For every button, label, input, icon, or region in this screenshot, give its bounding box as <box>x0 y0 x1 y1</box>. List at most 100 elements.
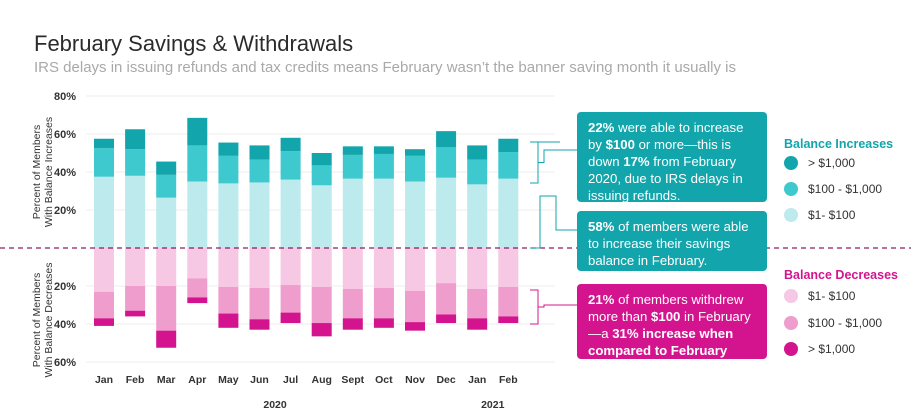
bar-decrease-segment <box>187 248 208 279</box>
bar-increase-segment <box>436 147 457 178</box>
legend-label: > $1,000 <box>808 342 856 356</box>
bar-decrease-segment <box>405 290 425 323</box>
bar-decrease-segment <box>405 248 425 291</box>
y-tick-label-top: 80% <box>54 91 76 103</box>
x-tick-label: Jul <box>283 374 298 386</box>
bar-decrease-segment <box>94 248 114 292</box>
bar-increase-segment <box>94 176 114 248</box>
bar-decrease-segment <box>498 286 519 317</box>
x-tick-label: Feb <box>499 374 518 386</box>
bar-decrease-segment <box>342 288 363 319</box>
bar-increase-segment <box>467 159 488 185</box>
legend-decreases-title: Balance Decreases <box>784 268 898 282</box>
x-tick-label: Sept <box>341 374 364 386</box>
x-tick-label: Jan <box>95 374 113 386</box>
y-tick-label-top: 40% <box>54 167 76 179</box>
legend-label: $100 - $1,000 <box>808 182 883 196</box>
bracket-top <box>530 141 539 184</box>
bar-increase-segment <box>94 148 114 177</box>
bar-increase-segment <box>218 183 239 248</box>
bar-decrease-segment <box>280 285 301 313</box>
callout-bottom-stat-3: 31% increase when compared to February 2… <box>588 326 734 375</box>
legend-increases-item-high: > $1,000 <box>784 156 855 170</box>
legend-label: $100 - $1,000 <box>808 316 883 330</box>
y-tick-label-bottom: 60% <box>54 357 76 369</box>
legend-swatch-dec-mid <box>784 316 798 330</box>
bar-decrease-segment <box>218 248 239 287</box>
bar-decrease-segment <box>311 248 332 287</box>
bar-increase-segment <box>187 117 208 146</box>
bar-increase-segment <box>249 145 270 160</box>
bar-increase-segment <box>218 142 239 156</box>
x-tick-label: May <box>218 374 239 386</box>
x-tick-label: Nov <box>405 374 425 386</box>
bar-increase-segment <box>342 154 363 179</box>
bar-decrease-segment <box>280 312 301 324</box>
x-tick-label: Apr <box>188 374 206 386</box>
bar-increase-segment <box>405 181 425 248</box>
bar-increase-segment <box>125 149 146 176</box>
bar-increase-segment <box>125 129 146 150</box>
bracket-bottom-connector <box>538 304 577 308</box>
bar-decrease-segment <box>373 318 394 328</box>
legend-swatch-inc-low <box>784 208 798 222</box>
y-tick-label-bottom: 40% <box>54 319 76 331</box>
legend-decreases-item-low: $1- $100 <box>784 289 855 303</box>
callout-middle: 58% of members were able to increase the… <box>577 211 767 271</box>
legend-label: $1- $100 <box>808 289 856 303</box>
bracket-middle <box>530 141 577 249</box>
bar-increase-segment <box>156 174 177 198</box>
callout-bottom-text-1: of members withdrew more than <box>588 292 744 324</box>
y-axis-title-bottom-line1: Percent of Members <box>31 273 43 368</box>
bar-increase-segment <box>218 155 239 184</box>
bar-increase-segment <box>156 161 177 175</box>
chart-title: February Savings & Withdrawals <box>34 31 354 56</box>
callout-top: 22% were able to increase by $100 or mor… <box>577 112 767 203</box>
bar-increase-segment <box>373 178 394 248</box>
bar-decrease-segment <box>467 318 488 330</box>
legend-increases-item-mid: $100 - $1,000 <box>784 182 882 196</box>
bar-increase-segment <box>187 181 208 248</box>
bracket-top-connector <box>538 149 577 163</box>
bar-decrease-segment <box>373 287 394 319</box>
bar-increase-segment <box>311 153 332 166</box>
x-tick-label: Mar <box>157 374 176 386</box>
callout-middle-text: of members were able to increase their s… <box>588 219 749 268</box>
chart-subtitle: IRS delays in issuing refunds and tax cr… <box>34 59 737 76</box>
bar-decrease-segment <box>405 322 425 331</box>
legend-swatch-inc-mid <box>784 182 798 196</box>
bar-increase-segment <box>311 165 332 186</box>
x-tick-label: Feb <box>126 374 145 386</box>
bar-decrease-segment <box>249 287 270 320</box>
callout-middle-stat: 58% <box>588 219 615 234</box>
bar-increase-segment <box>342 178 363 248</box>
bar-decrease-segment <box>156 286 177 331</box>
bar-decrease-segment <box>218 313 239 328</box>
legend-increases-item-low: $1- $100 <box>784 208 855 222</box>
callout-top-stat-1: 22% <box>588 120 615 135</box>
bar-increase-segment <box>405 155 425 182</box>
x-tick-label: Aug <box>311 374 331 386</box>
bar-decrease-segment <box>373 248 394 288</box>
bar-decrease-segment <box>342 248 363 289</box>
bar-increase-segment <box>498 138 519 153</box>
y-tick-label-top: 20% <box>54 205 76 217</box>
bar-decrease-segment <box>187 278 208 298</box>
bar-increase-segment <box>498 178 519 248</box>
bar-increase-segment <box>280 137 301 152</box>
y-axis-title-top-line1: Percent of Members <box>31 125 43 220</box>
bar-increase-segment <box>94 138 114 149</box>
bar-decrease-segment <box>156 248 177 286</box>
callout-bottom: 21% of members withdrew more than $100 i… <box>577 284 767 375</box>
bar-increase-segment <box>373 146 394 154</box>
x-tick-label: Oct <box>375 374 393 386</box>
legend-increases-title: Balance Increases <box>784 137 894 151</box>
callout-top-text-1: were able to increase by <box>588 120 744 152</box>
bar-decrease-segment <box>156 330 177 348</box>
x-tick-label: Jun <box>250 374 269 386</box>
bar-increase-segment <box>467 184 488 248</box>
bar-decrease-segment <box>94 318 114 326</box>
bar-increase-segment <box>405 149 425 156</box>
bar-decrease-segment <box>125 248 146 286</box>
